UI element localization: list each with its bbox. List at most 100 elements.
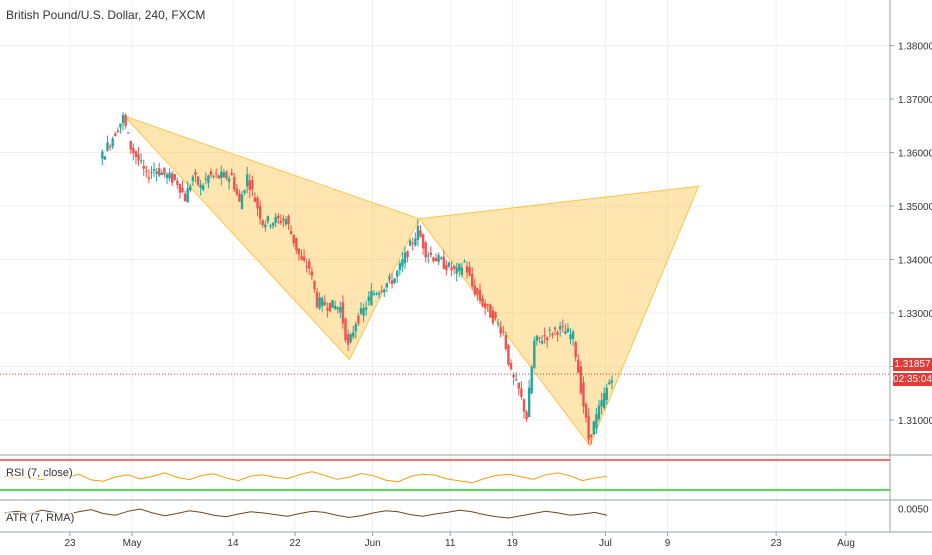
candle-body [429, 252, 433, 255]
candle-body [396, 271, 399, 277]
time-tick-label: 22 [289, 538, 301, 549]
candle-body [269, 225, 272, 227]
candle-body [535, 335, 539, 341]
candle-body [158, 168, 161, 176]
candle-body [256, 198, 259, 209]
candle-body [553, 327, 557, 330]
candle-body [393, 278, 396, 283]
candle-body [357, 315, 360, 324]
time-tick-label: May [123, 538, 142, 549]
candle-body [483, 303, 487, 308]
candle-body [139, 160, 143, 162]
candle-body [522, 399, 526, 412]
candle-body [227, 178, 231, 182]
rsi-line [4, 471, 608, 484]
candle-body [183, 193, 187, 202]
candle-body [499, 327, 502, 334]
candle-body [439, 257, 443, 259]
candle-body [297, 248, 301, 255]
candle-body [116, 130, 120, 133]
candle-body [610, 380, 614, 383]
atr-tick-label: 0.0050 [898, 504, 929, 515]
candle-body [406, 251, 409, 258]
candle-body [284, 219, 288, 225]
candle-body [287, 216, 290, 225]
candle-body [372, 293, 376, 295]
candle-body [445, 264, 448, 271]
candle-body [163, 167, 166, 175]
candle-body [546, 337, 549, 341]
candle-body [207, 175, 210, 183]
candle-body [300, 255, 303, 260]
candle-body [346, 334, 350, 345]
candle-body [468, 266, 471, 276]
price-tick-label: 1.35000 [898, 202, 932, 213]
candle-body [308, 261, 311, 269]
candle-body [331, 299, 334, 308]
candle-body [321, 298, 324, 306]
candle-body [173, 174, 176, 180]
candle-body [170, 173, 174, 183]
candle-body [460, 267, 464, 275]
time-tick-label: Aug [837, 538, 855, 549]
candle-body [398, 263, 401, 271]
candle-body [574, 342, 577, 358]
candle-body [496, 323, 500, 325]
candle-body [471, 274, 474, 287]
candle-body [124, 115, 127, 126]
candle-body [212, 175, 215, 177]
candle-body [248, 180, 251, 191]
candle-body [230, 172, 233, 176]
candle-body [220, 171, 223, 179]
candle-body [271, 222, 275, 226]
candle-body [566, 328, 570, 333]
candle-body [608, 382, 611, 385]
candle-body [165, 174, 169, 179]
candle-body [101, 151, 104, 159]
candle-body [315, 292, 319, 308]
candle-body [491, 310, 495, 324]
candle-body [390, 280, 394, 285]
candle-body [388, 276, 391, 280]
candle-body [222, 172, 226, 178]
candle-body [377, 292, 381, 295]
candle-body [318, 297, 321, 309]
candle-body [189, 186, 192, 191]
candle-body [341, 302, 345, 324]
candle-body [452, 265, 456, 269]
time-tick-label: 19 [507, 538, 519, 549]
candle-body [181, 187, 184, 192]
candle-body [326, 308, 329, 311]
candle-body [525, 411, 528, 420]
candle-body [114, 133, 117, 137]
candle-body [543, 335, 546, 337]
candle-body [243, 190, 246, 194]
candle-body [129, 141, 132, 150]
candle-body [295, 238, 298, 251]
last-price-tag: 1.31857 [893, 358, 932, 371]
candle-body [437, 255, 440, 262]
candle-body [564, 331, 567, 334]
candle-body [344, 318, 347, 341]
time-tick-label: 23 [64, 538, 76, 549]
candle-body [152, 169, 156, 172]
candle-body [245, 174, 249, 187]
candle-body [238, 193, 241, 202]
candle-body [375, 293, 378, 295]
candle-body [538, 337, 541, 339]
candle-body [481, 298, 484, 307]
candle-body [434, 258, 438, 262]
candle-body [134, 151, 138, 157]
candle-body [370, 290, 373, 306]
price-tick-label: 1.37000 [898, 95, 932, 106]
candle-body [548, 329, 552, 331]
candle-body [558, 326, 562, 330]
candle-body [494, 312, 497, 319]
candle-body [385, 283, 389, 288]
candle-body [540, 340, 544, 344]
candle-body [302, 256, 306, 261]
candle-body [403, 252, 407, 264]
candle-body [517, 382, 520, 389]
